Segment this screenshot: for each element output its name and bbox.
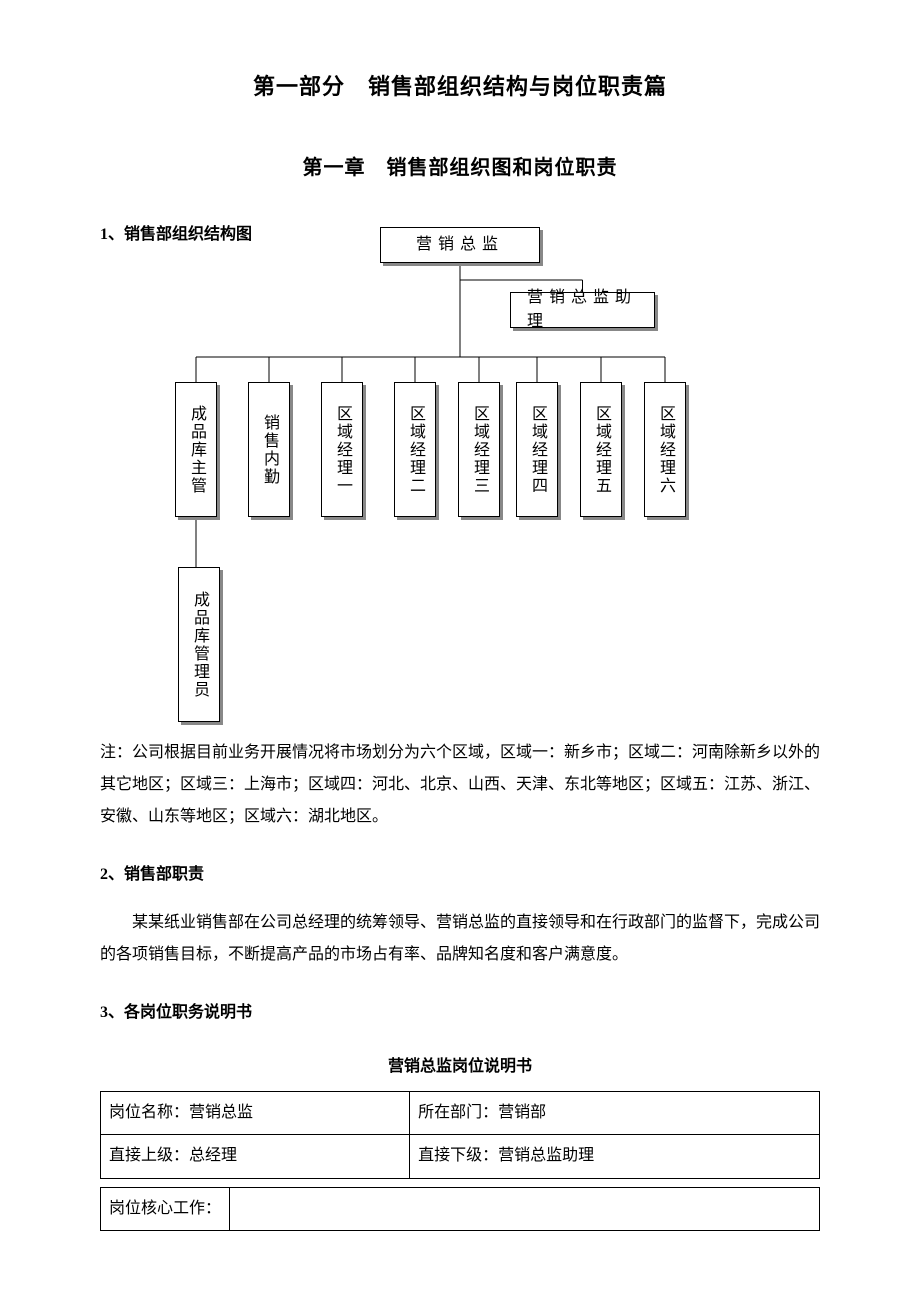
- org-node-level2-0: 成品库主管: [175, 382, 217, 517]
- title-chapter: 第一章 销售部组织图和岗位职责: [100, 153, 820, 183]
- cell-subordinate: 直接下级：营销总监助理: [410, 1135, 820, 1178]
- section2-heading: 2、销售部职责: [100, 863, 820, 887]
- title-main: 第一部分 销售部组织结构与岗位职责篇: [100, 70, 820, 103]
- job-table: 岗位名称：营销总监 所在部门：营销部 直接上级：总经理 直接下级：营销总监助理: [100, 1091, 820, 1179]
- org-chart: 营销总监营销总监助理成品库主管销售内勤区域经理一区域经理二区域经理三区域经理四区…: [100, 217, 820, 717]
- org-node-level2-2: 区域经理一: [321, 382, 363, 517]
- cell-position-name: 岗位名称：营销总监: [101, 1092, 410, 1135]
- cell-core-work-empty: [230, 1187, 820, 1230]
- cell-superior: 直接上级：总经理: [101, 1135, 410, 1178]
- org-node-assistant: 营销总监助理: [510, 292, 655, 328]
- org-node-level2-6: 区域经理五: [580, 382, 622, 517]
- org-node-level2-1: 销售内勤: [248, 382, 290, 517]
- table-row: 岗位名称：营销总监 所在部门：营销部: [101, 1092, 820, 1135]
- org-node-warehouse-admin: 成品库管理员: [178, 567, 220, 722]
- section3-heading: 3、各岗位职务说明书: [100, 1001, 820, 1025]
- table-row: 直接上级：总经理 直接下级：营销总监助理: [101, 1135, 820, 1178]
- org-node-director: 营销总监: [380, 227, 540, 263]
- cell-core-work: 岗位核心工作：: [101, 1187, 230, 1230]
- org-node-level2-5: 区域经理四: [516, 382, 558, 517]
- cell-department: 所在部门：营销部: [410, 1092, 820, 1135]
- org-node-level2-4: 区域经理三: [458, 382, 500, 517]
- section2-para: 某某纸业销售部在公司总经理的统筹领导、营销总监的直接领导和在行政部门的监督下，完…: [100, 907, 820, 971]
- org-note: 注：公司根据目前业务开展情况将市场划分为六个区域，区域一：新乡市；区域二：河南除…: [100, 737, 820, 833]
- job-table-core: 岗位核心工作：: [100, 1187, 820, 1231]
- org-node-level2-7: 区域经理六: [644, 382, 686, 517]
- job-table-title: 营销总监岗位说明书: [100, 1055, 820, 1079]
- org-node-level2-3: 区域经理二: [394, 382, 436, 517]
- table-row: 岗位核心工作：: [101, 1187, 820, 1230]
